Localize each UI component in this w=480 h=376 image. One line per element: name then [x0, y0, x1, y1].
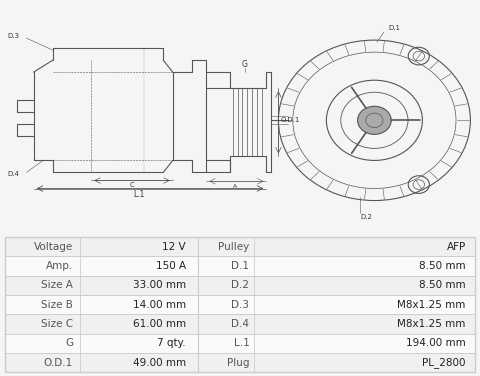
Text: D.4: D.4 — [7, 171, 19, 177]
Text: AFP: AFP — [446, 241, 466, 252]
Text: 7 qty.: 7 qty. — [157, 338, 186, 348]
Bar — [254, 334, 475, 353]
Bar — [198, 353, 254, 372]
Text: 33.00 mm: 33.00 mm — [133, 280, 186, 290]
Text: Pulley: Pulley — [218, 241, 250, 252]
Text: O.D.1: O.D.1 — [44, 358, 73, 368]
Bar — [198, 276, 254, 295]
Bar — [254, 353, 475, 372]
Text: M8x1.25 mm: M8x1.25 mm — [397, 300, 466, 309]
Text: C: C — [130, 182, 134, 188]
Text: Plug: Plug — [227, 358, 250, 368]
Bar — [80, 334, 198, 353]
Text: D.1: D.1 — [389, 25, 401, 31]
Bar — [254, 314, 475, 334]
Bar — [198, 295, 254, 314]
Bar — [5, 295, 80, 314]
Circle shape — [358, 106, 391, 134]
Text: 61.00 mm: 61.00 mm — [133, 319, 186, 329]
Text: 8.50 mm: 8.50 mm — [419, 261, 466, 271]
Bar — [254, 295, 475, 314]
Bar — [254, 237, 475, 256]
Text: D.2: D.2 — [360, 214, 372, 220]
Bar — [5, 237, 80, 256]
Text: D.2: D.2 — [231, 280, 250, 290]
Text: Voltage: Voltage — [34, 241, 73, 252]
Text: 12 V: 12 V — [162, 241, 186, 252]
Text: Size B: Size B — [41, 300, 73, 309]
Bar — [5, 334, 80, 353]
Text: D.1: D.1 — [231, 261, 250, 271]
Text: 194.00 mm: 194.00 mm — [406, 338, 466, 348]
Text: Amp.: Amp. — [46, 261, 73, 271]
Bar — [254, 256, 475, 276]
Bar — [80, 276, 198, 295]
Text: 14.00 mm: 14.00 mm — [133, 300, 186, 309]
Text: L.1: L.1 — [234, 338, 250, 348]
Text: A: A — [233, 184, 237, 189]
Text: G: G — [242, 60, 248, 69]
Text: 150 A: 150 A — [156, 261, 186, 271]
Bar — [5, 353, 80, 372]
Text: Size A: Size A — [41, 280, 73, 290]
Text: D.4: D.4 — [231, 319, 250, 329]
Bar — [5, 314, 80, 334]
Text: 8.50 mm: 8.50 mm — [419, 280, 466, 290]
Bar — [198, 334, 254, 353]
Bar — [80, 256, 198, 276]
Text: L.1: L.1 — [133, 190, 145, 199]
Bar — [198, 256, 254, 276]
Bar — [5, 276, 80, 295]
Text: PL_2800: PL_2800 — [422, 357, 466, 368]
Bar — [5, 256, 80, 276]
Bar — [80, 237, 198, 256]
Text: M8x1.25 mm: M8x1.25 mm — [397, 319, 466, 329]
Text: O.D.1: O.D.1 — [281, 117, 300, 123]
Bar — [198, 237, 254, 256]
Bar — [198, 314, 254, 334]
Text: 49.00 mm: 49.00 mm — [133, 358, 186, 368]
Text: G: G — [65, 338, 73, 348]
Bar — [80, 353, 198, 372]
Text: Size C: Size C — [41, 319, 73, 329]
Text: D.3: D.3 — [7, 33, 19, 39]
Text: D.3: D.3 — [231, 300, 250, 309]
Bar — [80, 295, 198, 314]
Bar — [80, 314, 198, 334]
Bar — [254, 276, 475, 295]
